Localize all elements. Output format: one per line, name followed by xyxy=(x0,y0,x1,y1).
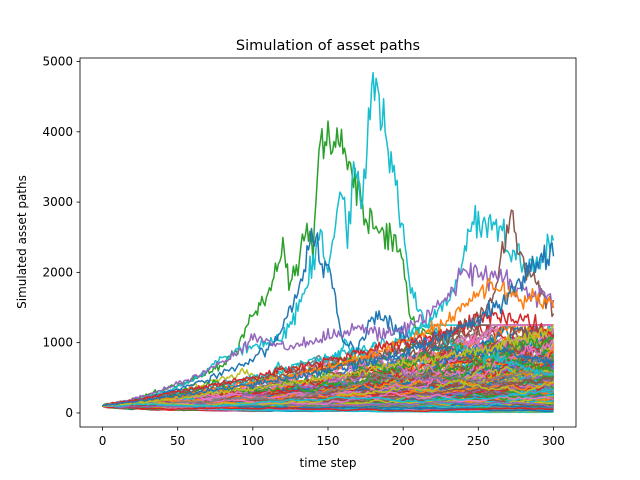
y-axis-label: Simulated asset paths xyxy=(15,175,29,309)
y-tick-label: 4000 xyxy=(42,125,73,139)
series-layer xyxy=(102,71,555,414)
series-line xyxy=(102,308,554,407)
series-line xyxy=(102,379,554,408)
x-axis: 0 50 100 150 200 250 300 xyxy=(99,427,565,448)
y-axis: 0 1000 2000 3000 4000 5000 xyxy=(42,55,80,420)
y-tick-label: 1000 xyxy=(42,336,73,350)
series-line xyxy=(102,328,555,407)
series-line xyxy=(102,262,555,407)
x-tick-label: 0 xyxy=(99,434,107,448)
series-line xyxy=(102,204,555,407)
x-tick-label: 300 xyxy=(542,434,565,448)
chart-title: Simulation of asset paths xyxy=(236,38,420,54)
series-line xyxy=(102,71,555,408)
x-axis-label: time step xyxy=(300,456,357,470)
y-tick-label: 5000 xyxy=(42,55,73,69)
series-line xyxy=(102,369,554,407)
y-tick-label: 2000 xyxy=(42,265,73,279)
series-line xyxy=(102,388,554,408)
series-line xyxy=(102,242,555,407)
x-tick-label: 200 xyxy=(392,434,415,448)
x-tick-label: 100 xyxy=(241,434,264,448)
series-line xyxy=(102,405,554,413)
series-line xyxy=(102,325,555,407)
y-tick-label: 3000 xyxy=(42,195,73,209)
x-tick-label: 250 xyxy=(467,434,490,448)
x-tick-label: 150 xyxy=(317,434,340,448)
series-line xyxy=(102,227,555,407)
y-tick-label: 0 xyxy=(65,406,73,420)
x-tick-label: 50 xyxy=(170,434,185,448)
